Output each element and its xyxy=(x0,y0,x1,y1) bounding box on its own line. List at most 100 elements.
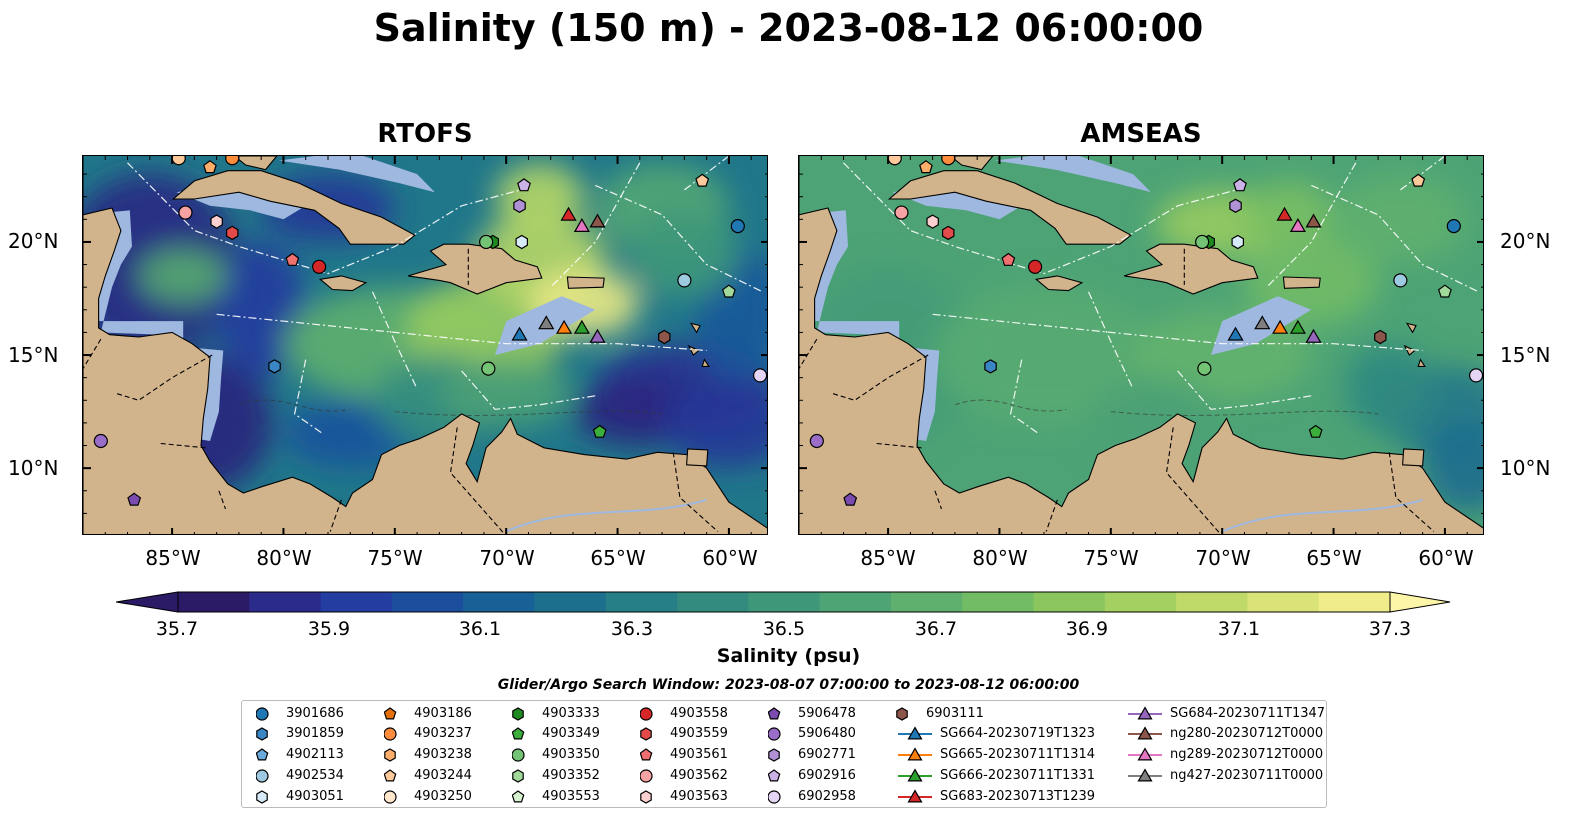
colorbar-segment xyxy=(748,592,821,612)
legend-label: 3901859 xyxy=(286,726,344,741)
observation-marker xyxy=(894,205,909,220)
circle-marker-icon xyxy=(768,790,781,804)
colorbar-tick-label: 36.5 xyxy=(762,618,806,640)
colorbar-segment xyxy=(320,592,393,612)
observation-marker xyxy=(1197,361,1212,376)
observation-marker xyxy=(658,329,671,345)
legend-label: 4903350 xyxy=(542,747,600,762)
observation-marker xyxy=(511,326,528,341)
legend-label: 4903186 xyxy=(414,706,472,721)
land-area xyxy=(887,170,1132,245)
observation-marker xyxy=(1229,198,1242,213)
observation-marker xyxy=(919,160,933,174)
pentagon-marker-icon xyxy=(768,769,781,782)
colorbar-segment xyxy=(534,592,607,612)
land-area xyxy=(1403,344,1416,356)
hexagon-marker-icon xyxy=(640,727,652,741)
circle-marker-icon xyxy=(768,727,781,741)
pentagon-marker-icon xyxy=(384,769,397,782)
legend-marker xyxy=(512,707,524,721)
land-area xyxy=(1034,275,1084,292)
observation-marker xyxy=(573,319,590,334)
map-canvas xyxy=(799,156,1483,534)
legend-marker xyxy=(640,769,653,783)
x-tick-label: 85°W xyxy=(145,546,201,570)
land-area xyxy=(318,275,368,292)
legend-marker xyxy=(512,790,525,803)
legend-marker xyxy=(640,748,653,761)
observation-marker xyxy=(1308,424,1323,438)
map-panel-amseas[interactable] xyxy=(798,155,1484,535)
colorbar-segment xyxy=(605,592,678,612)
land-area xyxy=(686,448,709,467)
legend-label: 6902916 xyxy=(798,768,856,783)
observation-marker xyxy=(752,368,767,383)
observation-marker xyxy=(1468,368,1483,383)
land-area xyxy=(1405,322,1417,334)
legend-marker xyxy=(512,769,524,783)
observation-marker xyxy=(515,234,528,250)
circle-marker-icon xyxy=(384,727,397,741)
legend-label: 4903333 xyxy=(542,706,600,721)
observation-marker xyxy=(268,359,281,374)
legend-marker xyxy=(256,790,268,804)
land-area xyxy=(799,156,1483,534)
pentagon-marker-icon xyxy=(512,727,525,740)
legend-label: ng427-20230711T0000 xyxy=(1170,768,1324,783)
x-tick-label: 80°W xyxy=(256,546,312,570)
triangle-marker-icon xyxy=(1128,726,1162,740)
legend-label: 4903244 xyxy=(414,768,472,783)
colorbar-segment xyxy=(1176,592,1249,612)
land-area xyxy=(949,156,994,171)
colorbar-tick-label: 36.7 xyxy=(914,618,958,640)
x-tick-label: 75°W xyxy=(367,546,423,570)
colorbar-segment xyxy=(463,592,536,612)
legend-marker xyxy=(768,727,781,741)
legend-marker xyxy=(640,790,652,804)
legend-label: 4903051 xyxy=(286,789,344,804)
circle-marker-icon xyxy=(256,707,269,721)
pentagon-marker-icon xyxy=(768,707,781,720)
observation-marker xyxy=(1195,234,1210,250)
observation-marker xyxy=(984,359,997,374)
land-area xyxy=(1402,448,1425,467)
legend-label: ng289-20230712T0000 xyxy=(1170,747,1324,762)
observation-marker xyxy=(592,424,607,438)
hexagon-marker-icon xyxy=(768,748,780,762)
legend-label: 6902958 xyxy=(798,789,856,804)
colorbar-tick-label: 37.3 xyxy=(1368,618,1412,640)
colorbar-tick-label: 36.3 xyxy=(610,618,654,640)
observation-marker xyxy=(677,273,692,288)
pentagon-marker-icon xyxy=(384,707,397,720)
observation-marker xyxy=(1272,319,1289,334)
legend-marker xyxy=(384,707,397,720)
observation-marker xyxy=(285,252,300,266)
observation-marker xyxy=(171,156,186,166)
triangle-marker-icon xyxy=(898,768,932,782)
legend-label: 4903561 xyxy=(670,747,728,762)
observation-marker xyxy=(127,492,142,506)
legend-label: 4903553 xyxy=(542,789,600,804)
colorbar-segment xyxy=(1033,592,1106,612)
hexagon-marker-icon xyxy=(256,727,268,741)
observation-marker xyxy=(225,156,240,166)
legend-label: 3901686 xyxy=(286,706,344,721)
colorbar-tick-label: 37.1 xyxy=(1217,618,1261,640)
legend-label: 6903111 xyxy=(926,706,984,721)
map-panel-rtofs[interactable] xyxy=(82,155,768,535)
observation-marker xyxy=(843,492,858,506)
legend-marker xyxy=(907,789,923,803)
land-area xyxy=(1417,358,1426,367)
observation-marker xyxy=(1437,284,1452,298)
observation-marker xyxy=(517,178,531,192)
y-tick-label: 20°N xyxy=(1500,229,1551,253)
x-tick-label: 80°W xyxy=(972,546,1028,570)
colorbar-segment xyxy=(819,592,892,612)
legend-label: ng280-20230712T0000 xyxy=(1170,726,1324,741)
circle-marker-icon xyxy=(384,790,397,804)
circle-marker-icon xyxy=(256,769,269,783)
legend-marker xyxy=(768,769,781,782)
observation-marker xyxy=(589,328,606,343)
observation-marker xyxy=(887,156,902,166)
legend-label: 4903563 xyxy=(670,789,728,804)
